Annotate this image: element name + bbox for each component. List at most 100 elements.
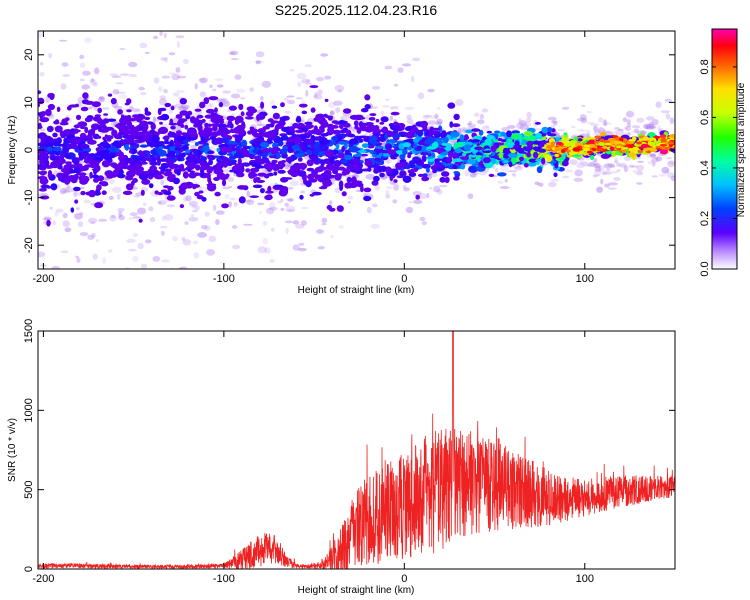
spectrogram-blob [650,153,657,158]
spectrogram-blob [333,100,343,106]
y-tick-label: -20 [23,237,35,253]
spectrogram-blob [234,163,243,170]
spectrogram-blob [616,162,621,167]
spectrogram-blob [452,152,460,160]
spectrogram-blob [412,138,419,143]
snr-frame [37,330,676,570]
spectrogram-blob [196,288,200,294]
spectrogram-blob [89,171,93,179]
spectrogram-blob [176,75,187,79]
spectrogram-blob [172,177,180,185]
spectrogram-blob [64,227,72,233]
spectrogram-blob [434,113,439,119]
spectrogram-blob [139,42,148,49]
spectrogram-blob [374,145,384,149]
spectrogram-blob [157,191,163,196]
spectrogram-blob [52,132,58,138]
spectrogram-blob [269,259,275,263]
spectrogram-blob [438,184,448,188]
spectrogram-blob [218,1,222,3]
spectrogram-blob [64,154,70,159]
spectrogram-blob [633,149,638,154]
spectrogram-blob [324,150,334,158]
spectrogram-blob [238,103,244,111]
spectrogram-blob [328,207,336,212]
spectrogram-blob [188,216,199,222]
spectrogram-blob [292,220,300,225]
spectrogram-blob [412,57,421,62]
spectrogram-blob [216,147,220,153]
spectrogram-blob [623,165,629,173]
spectrogram-blob [273,171,278,176]
spectrogram-blob [94,67,100,75]
spectrogram-blob [240,97,246,100]
spectrogram-blob [385,143,392,151]
spectrogram-blob [280,102,285,108]
spectrogram-blob [411,75,415,83]
spectrogram-blob [133,109,142,115]
spectrogram-blob [318,165,325,171]
colorbar-tick-label: 0.6 [699,110,711,125]
spectrogram-blob [348,145,359,153]
spectrogram-blob [324,75,332,80]
spectrogram-blob [230,58,239,61]
spectrogram-blob [315,116,326,123]
spectrogram-blob [299,194,304,200]
spectrogram-blob [667,160,675,165]
spectrogram-blob [649,125,657,130]
spectrogram-blob [348,133,355,138]
spectrogram-blob [222,186,231,190]
spectrogram-blob [497,172,507,177]
spectrogram-blob [261,147,271,154]
spectrogram-blob [280,177,289,183]
spectrogram-blob [523,163,529,168]
spectrogram-blob [463,134,469,141]
spectrogram-blob [212,88,217,92]
spectrogram-blob [80,143,90,149]
spectrogram-blob [602,171,612,175]
spectrogram-blob [462,152,467,157]
spectrogram-blob [477,119,485,125]
spectrogram-blob [638,150,643,154]
spectrogram-blob [250,167,260,173]
spectrogram-blob [235,88,246,93]
spectrogram-blob [518,117,522,123]
spectrogram-blob [146,131,151,136]
spectrogram-blob [292,244,300,251]
spectrogram-blob [453,158,462,163]
spectrogram-blob [495,167,499,173]
spectrogram-blob [390,106,394,110]
spectrogram-blob [81,84,91,90]
spectrogram-blob [118,136,122,139]
snr-x-ticks: -200 -100 0 100 [32,331,594,585]
spectrogram-blob [60,250,69,254]
spectrogram-blob [655,156,662,162]
spectrogram-blob [158,126,169,134]
spectrogram-blob [246,106,256,112]
spectrogram-blob [194,191,200,197]
spectrogram-blob [574,142,582,147]
spectrogram-blob [421,152,429,156]
spectrogram-blob [147,141,151,147]
spectrogram-blob [144,111,152,116]
spectrogram-blob [626,119,631,125]
spectrogram-blob [604,142,612,146]
spectrogram-blob [430,165,437,171]
spectrogram-blob [660,110,670,114]
spectrogram-blob [138,218,143,223]
spectrogram-blob [286,99,296,105]
spectrogram-blob [255,51,265,58]
spectrogram-blob [122,22,129,27]
spectrogram-blob [640,143,649,149]
spectrogram-blob [203,126,211,134]
spectrogram-blob [288,171,295,175]
spectrogram-blob [201,225,208,230]
spectrogram-blob [110,97,117,105]
spectrogram-blob [83,199,92,204]
spectrogram-blob [322,180,333,187]
spectrogram-blob [576,117,586,122]
spectrogram-blob [229,52,236,55]
spectrogram-blob [661,166,670,174]
spectrogram-blob [175,130,183,136]
spectrogram-blob [557,128,565,132]
